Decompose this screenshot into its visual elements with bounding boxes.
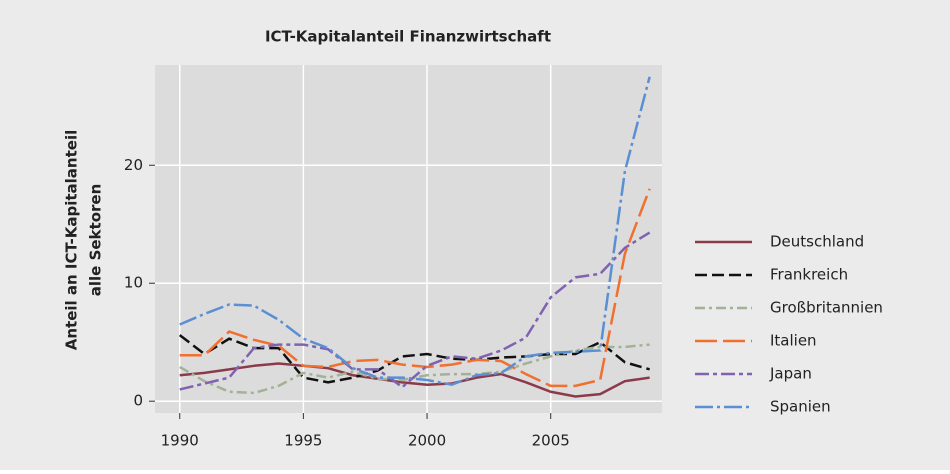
y-tick-label: 20 [124,156,143,174]
legend-label: Frankreich [770,266,848,284]
series-line [179,188,651,388]
series-line [179,231,651,391]
legend-label: Italien [770,332,817,350]
x-tick-label: 1990 [161,432,199,450]
series-line [179,76,651,386]
series-line [178,334,650,384]
x-tick-label: 1995 [284,432,322,450]
legend-label: Großbritannien [770,299,883,317]
chart-title: ICT-Kapitalanteil Finanzwirtschaft [265,28,551,46]
series-line [179,362,650,398]
legend-label: Japan [769,365,812,383]
x-tick-label: 2000 [408,432,446,450]
legend-label: Deutschland [770,233,864,251]
y-axis-label: alle Sektoren [87,184,105,296]
x-tick-label: 2005 [532,432,570,450]
legend-label: Spanien [770,398,831,416]
y-axis-label: Anteil an ICT-Kapitalanteil [63,130,81,351]
y-tick-label: 0 [133,392,143,410]
y-tick-label: 10 [124,274,143,292]
plot-area [155,65,662,413]
